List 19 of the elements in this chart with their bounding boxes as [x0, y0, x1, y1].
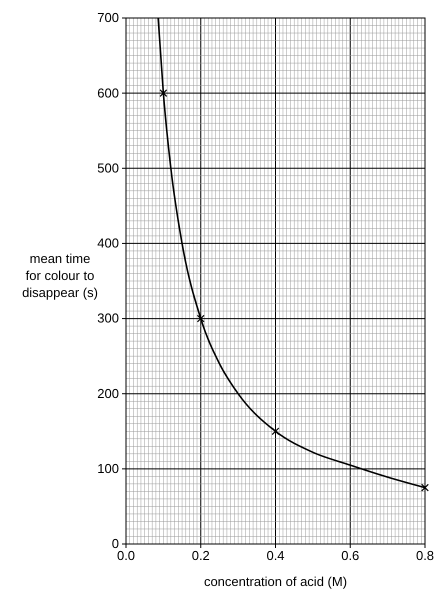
y-tick-label: 600	[97, 85, 119, 100]
y-tick-label: 300	[97, 310, 119, 326]
y-tick-label: 500	[97, 160, 119, 176]
x-tick-label: 0.6	[341, 548, 360, 564]
point	[272, 427, 280, 436]
point	[421, 484, 429, 492]
y-tick-label: 0	[112, 536, 119, 552]
y-tick-label: 200	[97, 386, 119, 401]
point	[159, 89, 168, 98]
x-tick-label: 0.4	[266, 548, 285, 564]
y-axis-title: mean time for colour to disappear (s)	[22, 251, 98, 300]
y-tick-label: 100	[97, 461, 119, 476]
y-tick-label: 700	[97, 10, 119, 26]
y-tick-label: 400	[97, 236, 119, 251]
x-axis-title: concentration of acid (M)	[204, 574, 348, 589]
point	[196, 314, 205, 322]
x-tick-label: 0.2	[192, 548, 210, 564]
x-tick-label: 0.8	[416, 548, 434, 564]
x-tick-label: 0.0	[116, 548, 136, 564]
